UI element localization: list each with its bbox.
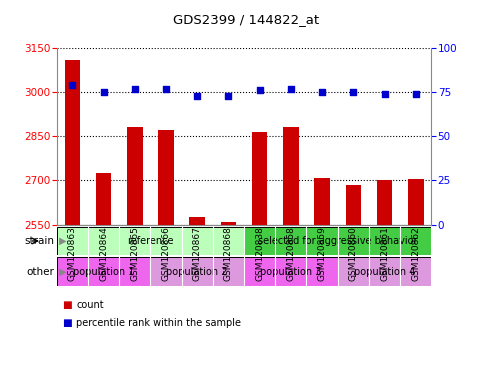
- Point: [412, 91, 420, 97]
- Bar: [221, 222, 236, 225]
- Point: [100, 89, 107, 95]
- Text: population 4: population 4: [354, 266, 415, 277]
- Point: [69, 82, 76, 88]
- Text: other: other: [26, 266, 54, 277]
- Point: [256, 87, 264, 93]
- Bar: [338, 257, 431, 286]
- Text: ■: ■: [62, 300, 71, 310]
- Bar: [408, 179, 423, 225]
- Point: [224, 93, 232, 99]
- Text: reference: reference: [127, 236, 174, 246]
- Bar: [244, 227, 431, 255]
- Text: ■: ■: [62, 318, 71, 328]
- Text: ▶: ▶: [56, 266, 67, 277]
- Bar: [65, 60, 80, 225]
- Bar: [57, 257, 150, 286]
- Bar: [252, 132, 267, 225]
- Bar: [158, 131, 174, 225]
- Text: percentile rank within the sample: percentile rank within the sample: [76, 318, 242, 328]
- Bar: [189, 217, 205, 225]
- Text: ▶: ▶: [56, 236, 67, 246]
- Point: [287, 86, 295, 92]
- Point: [381, 91, 388, 97]
- Point: [131, 86, 139, 92]
- Point: [162, 86, 170, 92]
- Text: population 3: population 3: [260, 266, 321, 277]
- Text: population 2: population 2: [167, 266, 228, 277]
- Bar: [57, 227, 244, 255]
- Text: strain: strain: [24, 236, 54, 246]
- Point: [318, 89, 326, 95]
- Bar: [150, 257, 244, 286]
- Bar: [346, 185, 361, 225]
- Bar: [127, 127, 142, 225]
- Text: population 1: population 1: [73, 266, 134, 277]
- Bar: [96, 173, 111, 225]
- Text: selected for aggressive behavior: selected for aggressive behavior: [258, 236, 418, 246]
- Point: [350, 89, 357, 95]
- Text: GDS2399 / 144822_at: GDS2399 / 144822_at: [174, 13, 319, 26]
- Bar: [315, 177, 330, 225]
- Text: count: count: [76, 300, 104, 310]
- Bar: [283, 127, 299, 225]
- Bar: [377, 180, 392, 225]
- Bar: [244, 257, 338, 286]
- Point: [193, 93, 201, 99]
